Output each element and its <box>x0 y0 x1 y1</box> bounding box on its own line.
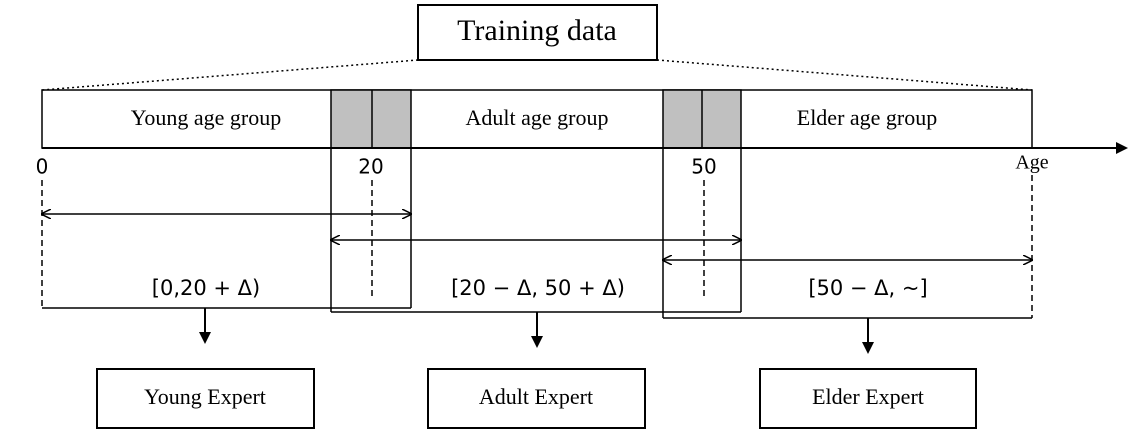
overlap-zone <box>330 89 412 149</box>
title-box <box>417 4 658 61</box>
range-label: [0,20 + Δ) <box>152 276 260 300</box>
expert-label: Young Expert <box>144 384 266 409</box>
group-label: Elder age group <box>797 105 938 130</box>
tick-label: 50 <box>691 155 716 179</box>
tick-label: 0 <box>36 155 49 179</box>
group-label: Young age group <box>131 105 282 130</box>
axis-label: Age <box>1015 152 1048 174</box>
group-label: Adult age group <box>466 105 609 130</box>
tick-label: 20 <box>358 155 383 179</box>
expert-label: Elder Expert <box>812 384 924 409</box>
expert-box <box>427 368 646 429</box>
title: Training data <box>457 14 617 47</box>
dotted-line <box>41 59 419 91</box>
layout <box>41 4 1128 429</box>
expert-box <box>96 368 315 429</box>
expert-label: Adult Expert <box>479 384 593 409</box>
dotted-line <box>656 59 1033 91</box>
expert-box <box>759 368 977 429</box>
range-label: [20 − Δ, 50 + Δ) <box>451 276 625 300</box>
range-label: [50 − Δ, ~] <box>808 276 927 300</box>
